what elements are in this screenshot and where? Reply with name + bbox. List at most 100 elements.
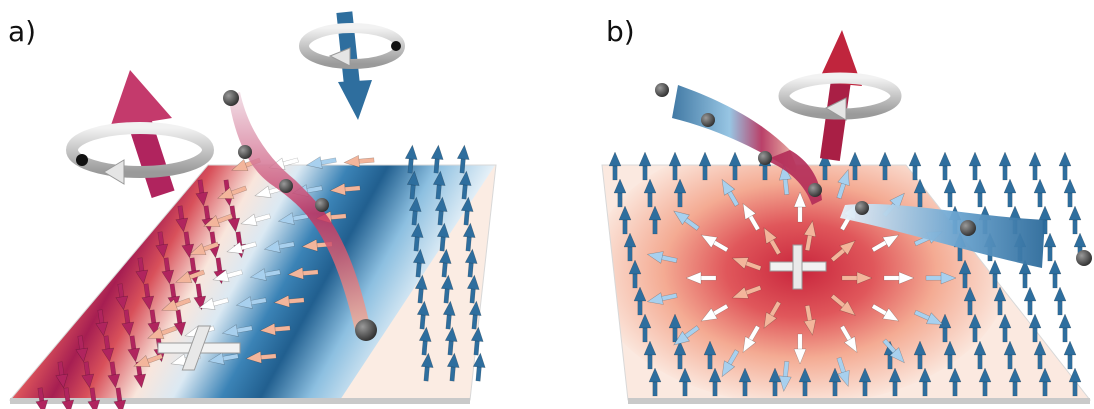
spin-arrow-icon xyxy=(1043,232,1057,262)
spin-arrow-icon xyxy=(462,222,476,252)
spin-arrow-icon xyxy=(1028,151,1042,181)
spin-arrow-icon xyxy=(161,257,175,285)
spin-arrow-icon xyxy=(793,333,807,365)
spin-arrow-icon xyxy=(882,338,905,364)
spin-arrow-icon xyxy=(708,367,722,397)
spin-arrow-icon xyxy=(643,340,657,370)
rotation-ring-icon xyxy=(778,72,902,121)
spin-arrow-icon xyxy=(613,178,627,208)
spin-arrow-icon xyxy=(963,286,977,316)
spin-arrow-icon xyxy=(703,340,717,370)
spin-arrow-icon xyxy=(75,335,89,363)
spin-arrow-icon xyxy=(1003,178,1017,208)
electron-ball-icon xyxy=(1076,250,1092,266)
spin-arrow-icon xyxy=(888,367,902,397)
spin-arrow-icon xyxy=(973,178,987,208)
spin-arrow-icon xyxy=(175,205,189,233)
spin-arrow-icon xyxy=(830,240,856,263)
spin-arrow-icon xyxy=(1033,178,1047,208)
spin-ribbon xyxy=(840,203,1045,268)
spin-arrow-icon xyxy=(420,352,434,382)
spin-arrow-icon xyxy=(778,163,792,195)
spin-arrow-icon xyxy=(263,240,295,253)
spin-arrow-icon xyxy=(406,170,420,200)
cross-marker-icon xyxy=(157,325,241,371)
spin-arrow-icon xyxy=(147,309,161,337)
magenta-spin-arrows xyxy=(35,179,247,409)
spin-arrow-icon xyxy=(442,300,456,330)
spin-arrow-icon xyxy=(1063,178,1077,208)
spin-arrow-icon xyxy=(121,309,135,337)
spin-arrow-icon xyxy=(918,367,932,397)
spin-arrow-icon xyxy=(633,286,647,316)
spin-arrow-icon xyxy=(305,156,337,169)
spin-arrow-icon xyxy=(731,257,762,271)
spin-arrow-icon xyxy=(803,220,817,252)
spin-arrow-icon xyxy=(841,271,873,285)
spin-arrow-icon xyxy=(721,349,740,378)
spin-arrow-icon xyxy=(458,170,472,200)
spin-arrow-icon xyxy=(273,294,305,308)
electron-ball-icon xyxy=(279,179,293,193)
spin-arrow-icon xyxy=(913,309,944,325)
crimson-spin-arrow-icon xyxy=(818,30,862,161)
spin-arrow-icon xyxy=(466,274,480,304)
spin-arrow-icon xyxy=(803,304,817,336)
spin-arrow-icon xyxy=(685,271,717,285)
blue-spin-arrows xyxy=(404,144,486,382)
spin-arrow-icon xyxy=(329,182,361,196)
spin-arrow-icon xyxy=(155,231,169,259)
spin-arrow-icon xyxy=(240,213,271,226)
spin-arrow-icon xyxy=(343,154,375,168)
spin-arrow-icon xyxy=(287,266,319,280)
spin-arrow-icon xyxy=(221,324,253,337)
spin-arrow-icon xyxy=(798,367,812,397)
spin-arrow-icon xyxy=(948,367,962,397)
spin-arrow-icon xyxy=(1003,340,1017,370)
spin-arrow-icon xyxy=(249,268,281,281)
spin-arrow-icon xyxy=(728,151,742,181)
spin-arrow-icon xyxy=(1023,286,1037,316)
spin-arrow-icon xyxy=(1058,313,1072,343)
spin-arrow-icon xyxy=(198,297,229,310)
spin-arrow-icon xyxy=(839,325,858,354)
spin-arrow-icon xyxy=(87,387,101,409)
radial-spin-arrows xyxy=(646,163,957,393)
spin-arrow-icon xyxy=(418,326,432,356)
spin-arrow-icon xyxy=(141,283,155,311)
spin-arrow-icon xyxy=(189,241,220,256)
spin-arrow-icon xyxy=(700,234,729,253)
spin-arrow-icon xyxy=(943,340,957,370)
spin-arrow-icon xyxy=(763,227,782,256)
spin-arrow-icon xyxy=(203,213,234,228)
spin-arrow-icon xyxy=(414,274,428,304)
spin-arrow-icon xyxy=(742,202,761,231)
spin-arrow-icon xyxy=(95,309,109,337)
spin-arrow-icon xyxy=(1018,259,1032,289)
spin-arrow-icon xyxy=(618,205,632,235)
plane-edge xyxy=(628,398,1090,404)
spin-arrow-icon xyxy=(738,367,752,397)
magenta-spin-arrow-icon xyxy=(110,70,175,198)
spin-arrow-icon xyxy=(245,350,277,364)
spin-arrow-icon xyxy=(673,178,687,208)
spin-arrow-icon xyxy=(35,387,49,409)
electron-ball-icon xyxy=(238,145,252,159)
panel-a-label: a) xyxy=(8,15,37,48)
cross-marker-icon xyxy=(769,244,827,290)
spin-arrow-icon xyxy=(1008,367,1022,397)
spin-arrow-icon xyxy=(638,313,652,343)
spin-arrow-icon xyxy=(938,313,952,343)
spin-arrow-icon xyxy=(438,248,452,278)
electron-ball-icon xyxy=(855,201,869,215)
spin-arrow-icon xyxy=(434,196,448,226)
spin-arrow-icon xyxy=(1033,340,1047,370)
spin-arrow-icon xyxy=(226,241,257,254)
spin-arrow-icon xyxy=(277,212,309,225)
spin-arrow-icon xyxy=(742,325,761,354)
spin-arrow-icon xyxy=(235,296,267,309)
spin-ribbon xyxy=(228,92,372,335)
spin-arrow-icon xyxy=(107,361,121,389)
spin-arrow-icon xyxy=(673,325,700,346)
spin-arrow-icon xyxy=(61,387,75,409)
